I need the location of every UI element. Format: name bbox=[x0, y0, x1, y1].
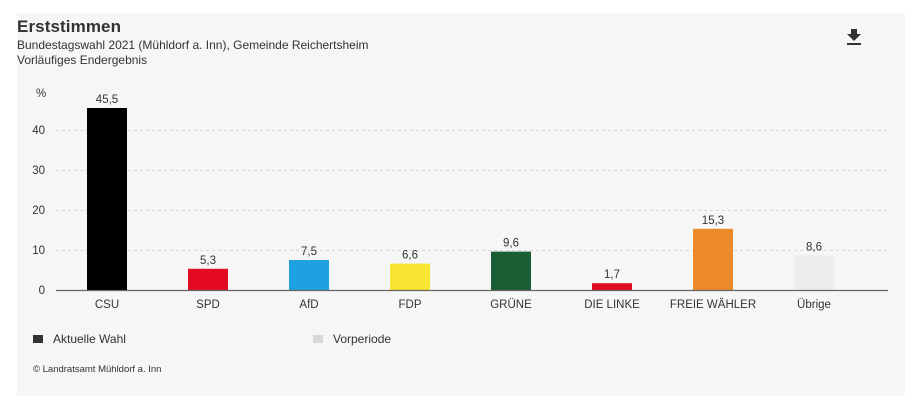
y-axis-label: % bbox=[36, 88, 46, 100]
x-tick-label-die-linke: DIE LINKE bbox=[584, 299, 640, 311]
y-tick-label: 0 bbox=[39, 285, 45, 297]
bar-spd[interactable] bbox=[188, 268, 228, 290]
value-label-die-linke: 1,7 bbox=[604, 269, 620, 281]
x-tick-label-freie-wähler: FREIE WÄHLER bbox=[670, 299, 756, 311]
y-tick-label: 10 bbox=[32, 245, 45, 257]
value-label-übrige: 8,6 bbox=[806, 242, 822, 254]
x-tick-label-spd: SPD bbox=[196, 299, 220, 311]
legend-item-previous[interactable]: Vorperiode bbox=[313, 332, 391, 346]
x-tick-label-afd: AfD bbox=[299, 299, 318, 311]
bar-übrige[interactable] bbox=[794, 255, 834, 290]
bar-grüne[interactable] bbox=[491, 251, 531, 290]
bar-die-linke[interactable] bbox=[592, 283, 632, 290]
download-button[interactable] bbox=[845, 24, 863, 46]
bar-csu[interactable] bbox=[87, 108, 127, 290]
value-label-spd: 5,3 bbox=[200, 255, 216, 267]
bar-freie-wähler[interactable] bbox=[693, 228, 733, 290]
bar-afd[interactable] bbox=[289, 260, 329, 290]
y-tick-label: 30 bbox=[32, 165, 45, 177]
legend-swatch-current bbox=[33, 335, 43, 343]
x-tick-label-csu: CSU bbox=[95, 299, 119, 311]
chart-title: Erststimmen bbox=[17, 17, 122, 36]
copyright-note: © Landratsamt Mühldorf a. Inn bbox=[33, 364, 162, 375]
download-icon bbox=[847, 29, 861, 45]
legend-item-current[interactable]: Aktuelle Wahl bbox=[33, 332, 126, 346]
bar-fdp[interactable] bbox=[390, 263, 430, 290]
legend-swatch-previous bbox=[313, 335, 323, 343]
x-tick-label-grüne: GRÜNE bbox=[490, 299, 532, 311]
result-status: Vorläufiges Endergebnis bbox=[17, 53, 148, 67]
x-tick-label-fdp: FDP bbox=[399, 299, 422, 311]
y-tick-label: 40 bbox=[32, 125, 45, 137]
chart-subtitle: Bundestagswahl 2021 (Mühldorf a. Inn), G… bbox=[17, 38, 369, 52]
legend-label-current: Aktuelle Wahl bbox=[53, 332, 126, 346]
value-label-afd: 7,5 bbox=[301, 246, 317, 258]
value-label-csu: 45,5 bbox=[96, 94, 118, 106]
legend-label-previous: Vorperiode bbox=[333, 332, 392, 346]
x-tick-label-übrige: Übrige bbox=[797, 299, 831, 311]
value-label-fdp: 6,6 bbox=[402, 250, 418, 262]
value-label-freie-wähler: 15,3 bbox=[702, 215, 724, 227]
chart-card bbox=[17, 13, 905, 396]
y-tick-label: 20 bbox=[32, 205, 45, 217]
value-label-grüne: 9,6 bbox=[503, 238, 519, 250]
